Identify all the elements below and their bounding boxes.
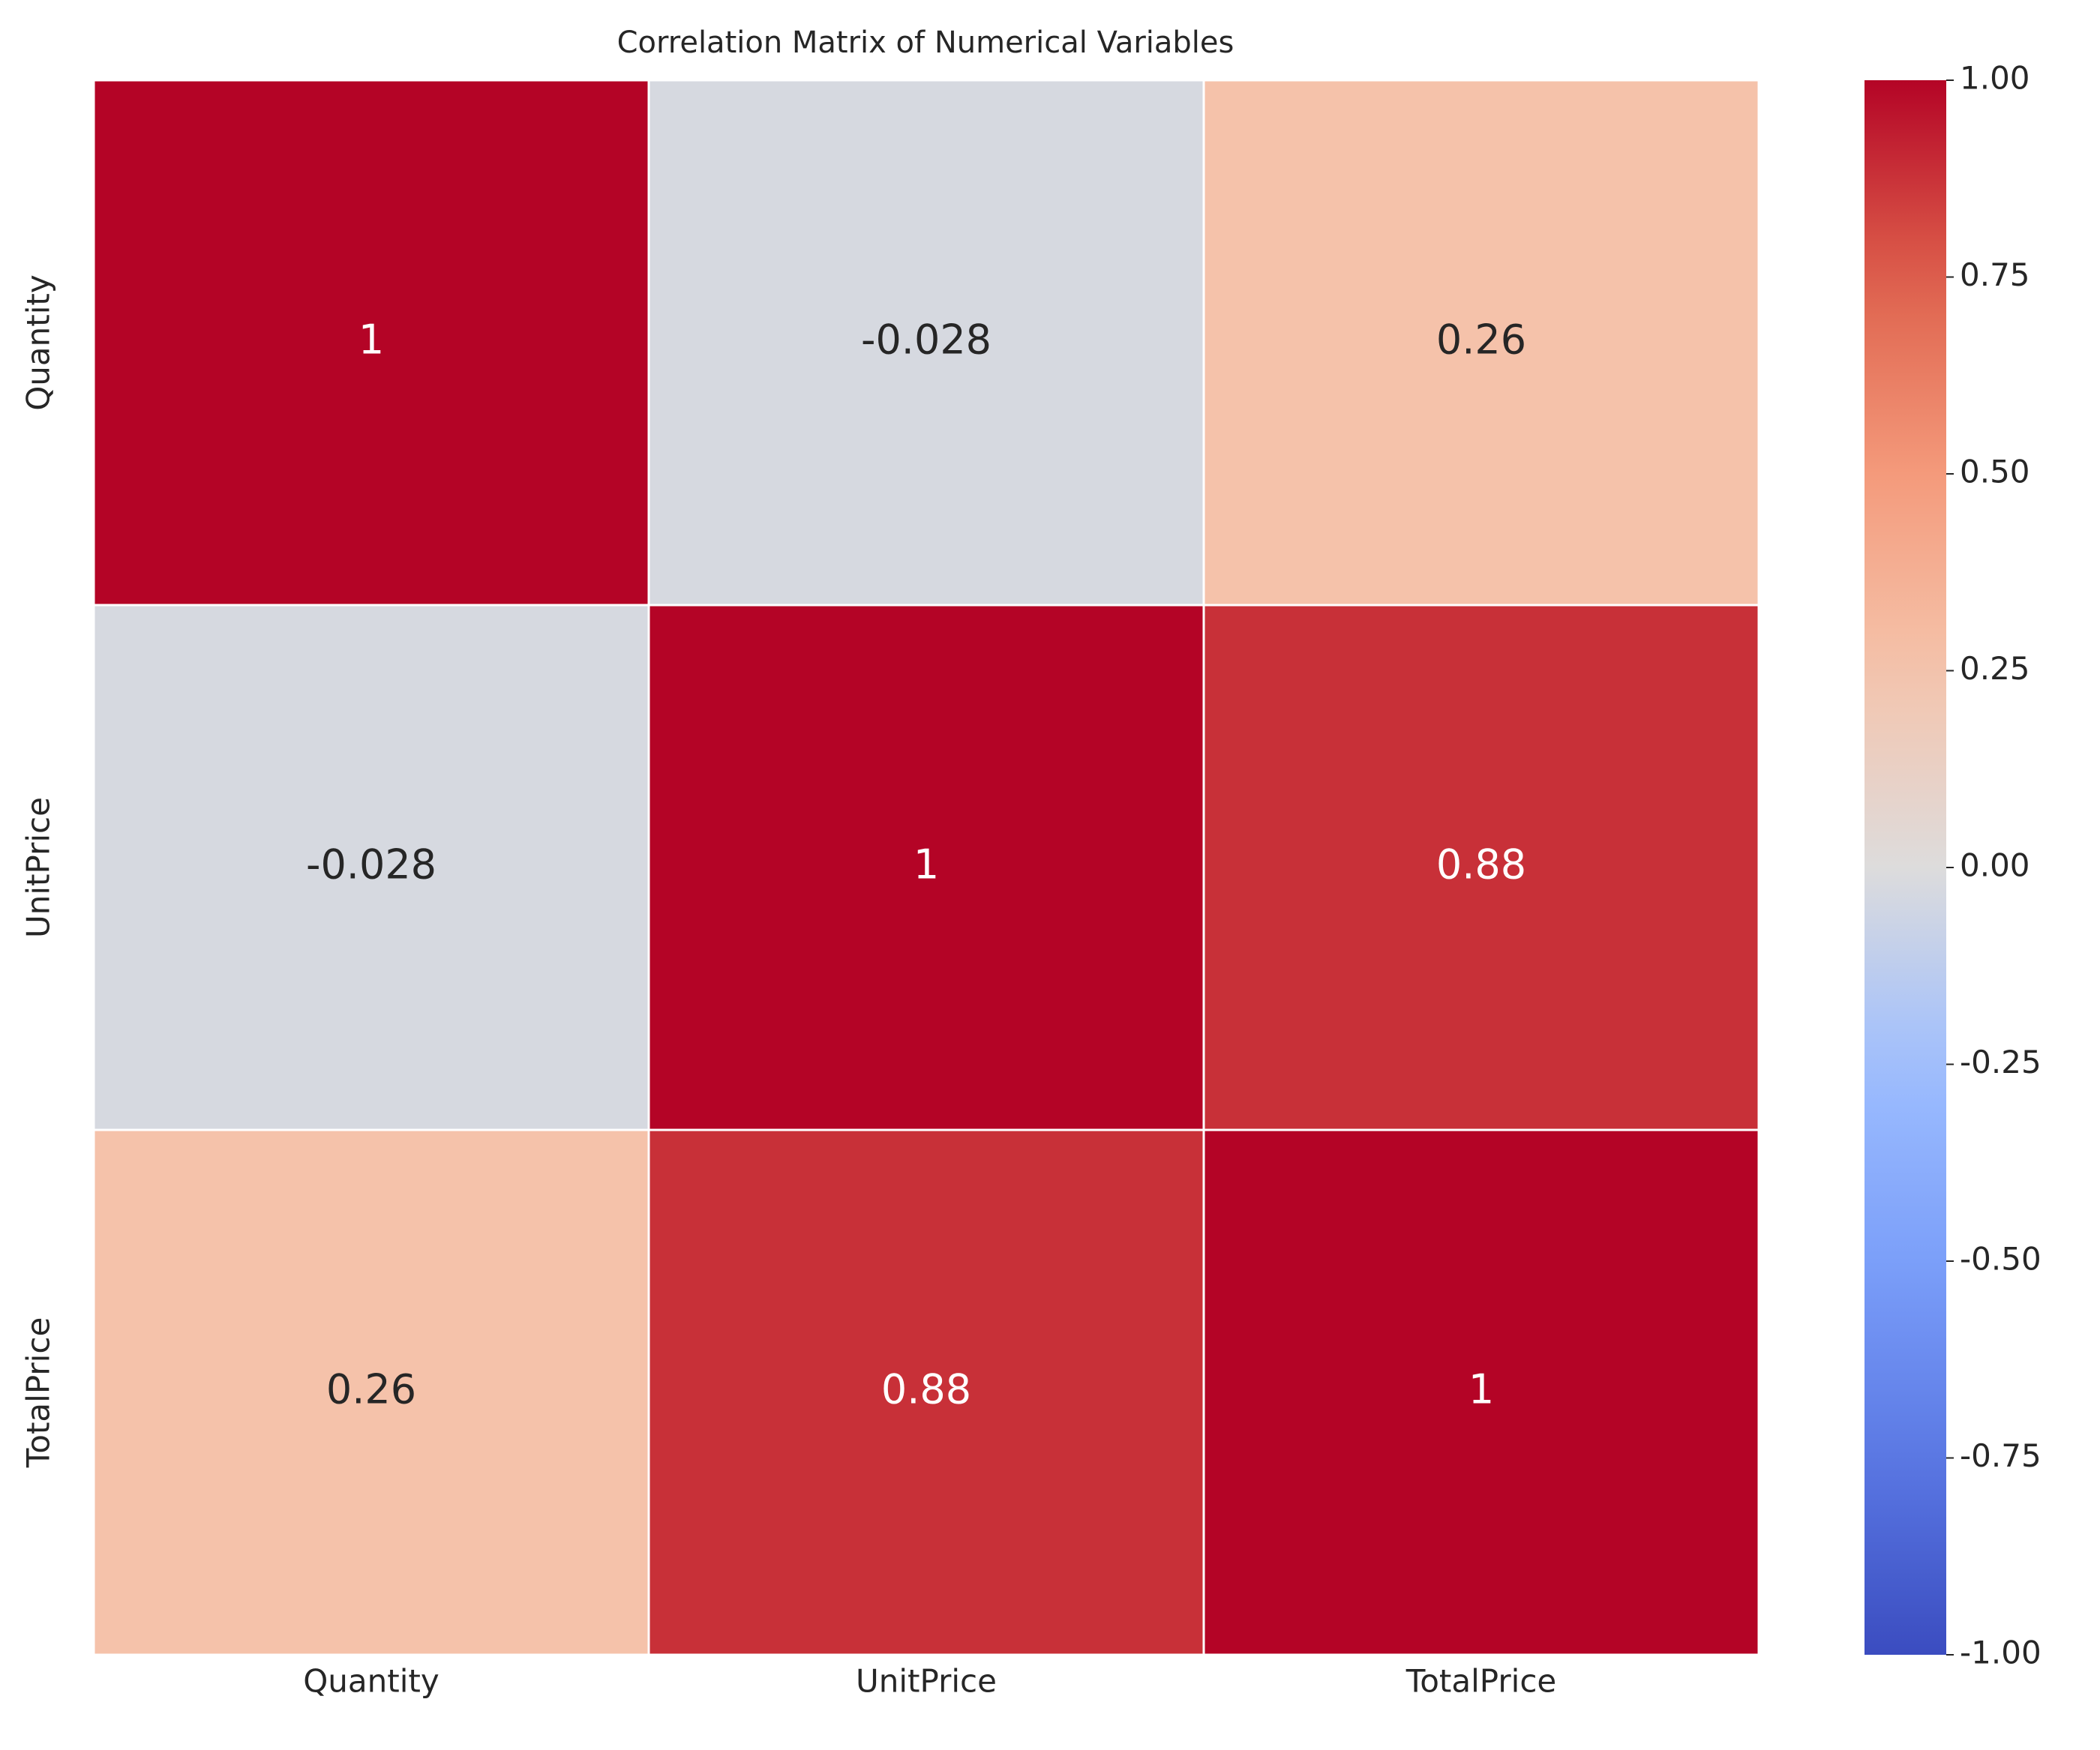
cell-label: 0.88 (881, 1366, 971, 1413)
x-tick-label: TotalPrice (1406, 1663, 1557, 1700)
heatmap-cell (92, 604, 650, 1131)
heatmap-cell (647, 1128, 1205, 1656)
y-tick-label: TotalPrice (20, 1317, 57, 1469)
x-tick-label: UnitPrice (856, 1663, 997, 1700)
cell-label: 1 (1468, 1366, 1494, 1413)
cell-label: -0.028 (306, 841, 436, 888)
heatmap-cell (1202, 79, 1760, 607)
colorbar-tick-label: 0.00 (1960, 847, 2030, 884)
cell-label: 0.26 (1436, 316, 1526, 364)
colorbar-tick-label: 0.75 (1960, 256, 2030, 293)
colorbar-tick-label: 0.25 (1960, 650, 2030, 687)
heatmap-cell (647, 604, 1205, 1131)
heatmap-cell (647, 79, 1205, 607)
cell-label: 0.26 (326, 1366, 416, 1413)
chart-title: Correlation Matrix of Numerical Variable… (617, 25, 1234, 60)
cell-label: 1 (914, 841, 939, 888)
colorbar-tick-label: -0.50 (1960, 1241, 2042, 1278)
heatmap-cell (1202, 604, 1760, 1131)
colorbar-tick-label: -0.75 (1960, 1437, 2042, 1474)
heatmap-cell (92, 1128, 650, 1656)
colorbar (1864, 80, 1946, 1655)
colorbar-tick-label: 1.00 (1960, 60, 2030, 97)
x-tick-label: Quantity (303, 1663, 440, 1700)
colorbar-tick-label: -1.00 (1960, 1635, 2042, 1671)
y-tick-label: Quantity (20, 274, 57, 411)
cell-label: 1 (358, 316, 384, 364)
colorbar-tick-label: -0.25 (1960, 1044, 2042, 1080)
y-tick-label: UnitPrice (20, 797, 57, 938)
cell-label: -0.028 (861, 316, 992, 364)
heatmap-cell (1202, 1128, 1760, 1656)
cell-label: 0.88 (1436, 841, 1526, 888)
heatmap-cell (92, 79, 650, 607)
colorbar-tick-label: 0.50 (1960, 454, 2030, 490)
